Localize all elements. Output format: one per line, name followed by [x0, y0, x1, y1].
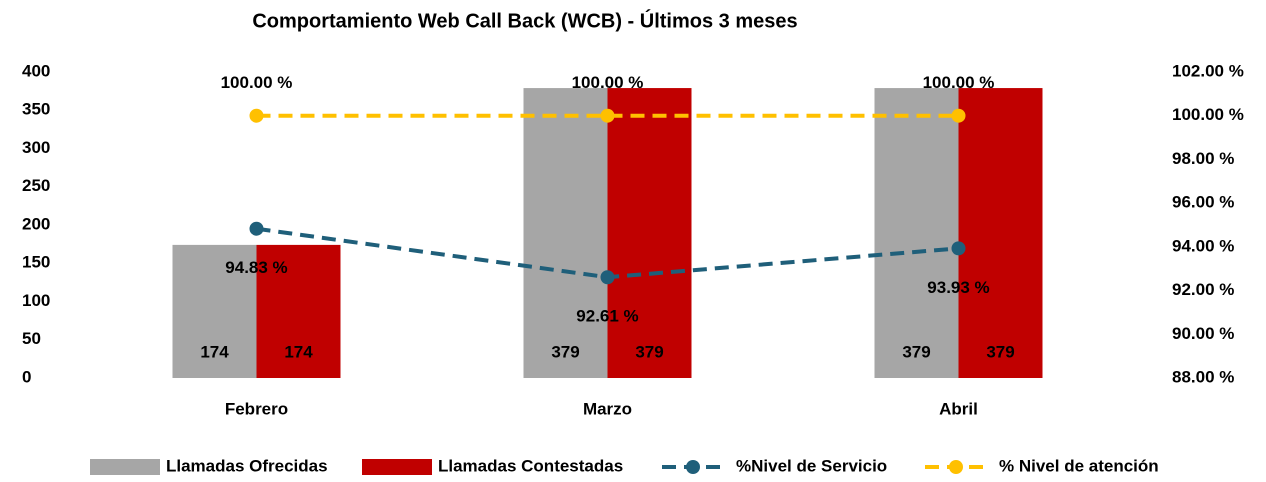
line-point — [249, 221, 264, 236]
line-point — [249, 108, 264, 123]
line-value-label: 100.00 % — [572, 73, 644, 92]
legend-label: % Nivel de atención — [999, 456, 1159, 475]
y2-tick-label: 90.00 % — [1172, 324, 1234, 343]
legend-label: Llamadas Ofrecidas — [166, 456, 328, 475]
bar-value-label: 379 — [902, 342, 930, 361]
y-tick-label: 400 — [22, 61, 50, 80]
bar — [256, 244, 341, 378]
y-tick-label: 350 — [22, 100, 50, 119]
y2-tick-label: 96.00 % — [1172, 193, 1234, 212]
line-point — [951, 241, 966, 256]
bar-value-label: 379 — [635, 342, 663, 361]
y-tick-label: 250 — [22, 176, 50, 195]
x-tick-label: Abril — [939, 399, 978, 418]
line-point — [951, 108, 966, 123]
y2-tick-label: 88.00 % — [1172, 367, 1234, 386]
y2-tick-label: 94.00 % — [1172, 236, 1234, 255]
line-value-label: 92.61 % — [576, 307, 638, 326]
y-tick-label: 0 — [22, 367, 31, 386]
line-value-label: 100.00 % — [221, 73, 293, 92]
bar-value-label: 379 — [551, 342, 579, 361]
x-tick-label: Febrero — [225, 399, 288, 418]
bar — [523, 88, 608, 378]
y2-tick-label: 98.00 % — [1172, 149, 1234, 168]
legend-label: %Nivel de Servicio — [736, 456, 887, 475]
bar — [172, 244, 257, 378]
y-tick-label: 50 — [22, 329, 41, 348]
y2-tick-label: 92.00 % — [1172, 280, 1234, 299]
bar-value-label: 379 — [986, 342, 1014, 361]
bar — [607, 88, 692, 378]
line-value-label: 94.83 % — [225, 258, 287, 277]
legend-dot — [686, 460, 700, 474]
line-value-label: 93.93 % — [927, 278, 989, 297]
legend-swatch — [90, 459, 160, 475]
bar-value-label: 174 — [200, 342, 229, 361]
y-tick-label: 100 — [22, 291, 50, 310]
y-tick-label: 300 — [22, 138, 50, 157]
x-tick-label: Marzo — [583, 399, 632, 418]
y-tick-label: 200 — [22, 214, 50, 233]
line-point — [600, 270, 615, 285]
legend-swatch — [362, 459, 432, 475]
bar — [874, 88, 959, 378]
bar-value-label: 174 — [284, 342, 313, 361]
y-tick-label: 150 — [22, 253, 50, 272]
y2-tick-label: 102.00 % — [1172, 61, 1244, 80]
bar — [958, 88, 1043, 378]
y2-tick-label: 100.00 % — [1172, 105, 1244, 124]
line-value-label: 100.00 % — [923, 73, 995, 92]
legend-dot — [949, 460, 963, 474]
line-point — [600, 108, 615, 123]
chart-title: Comportamiento Web Call Back (WCB) - Últ… — [252, 8, 797, 32]
legend-label: Llamadas Contestadas — [438, 456, 623, 475]
